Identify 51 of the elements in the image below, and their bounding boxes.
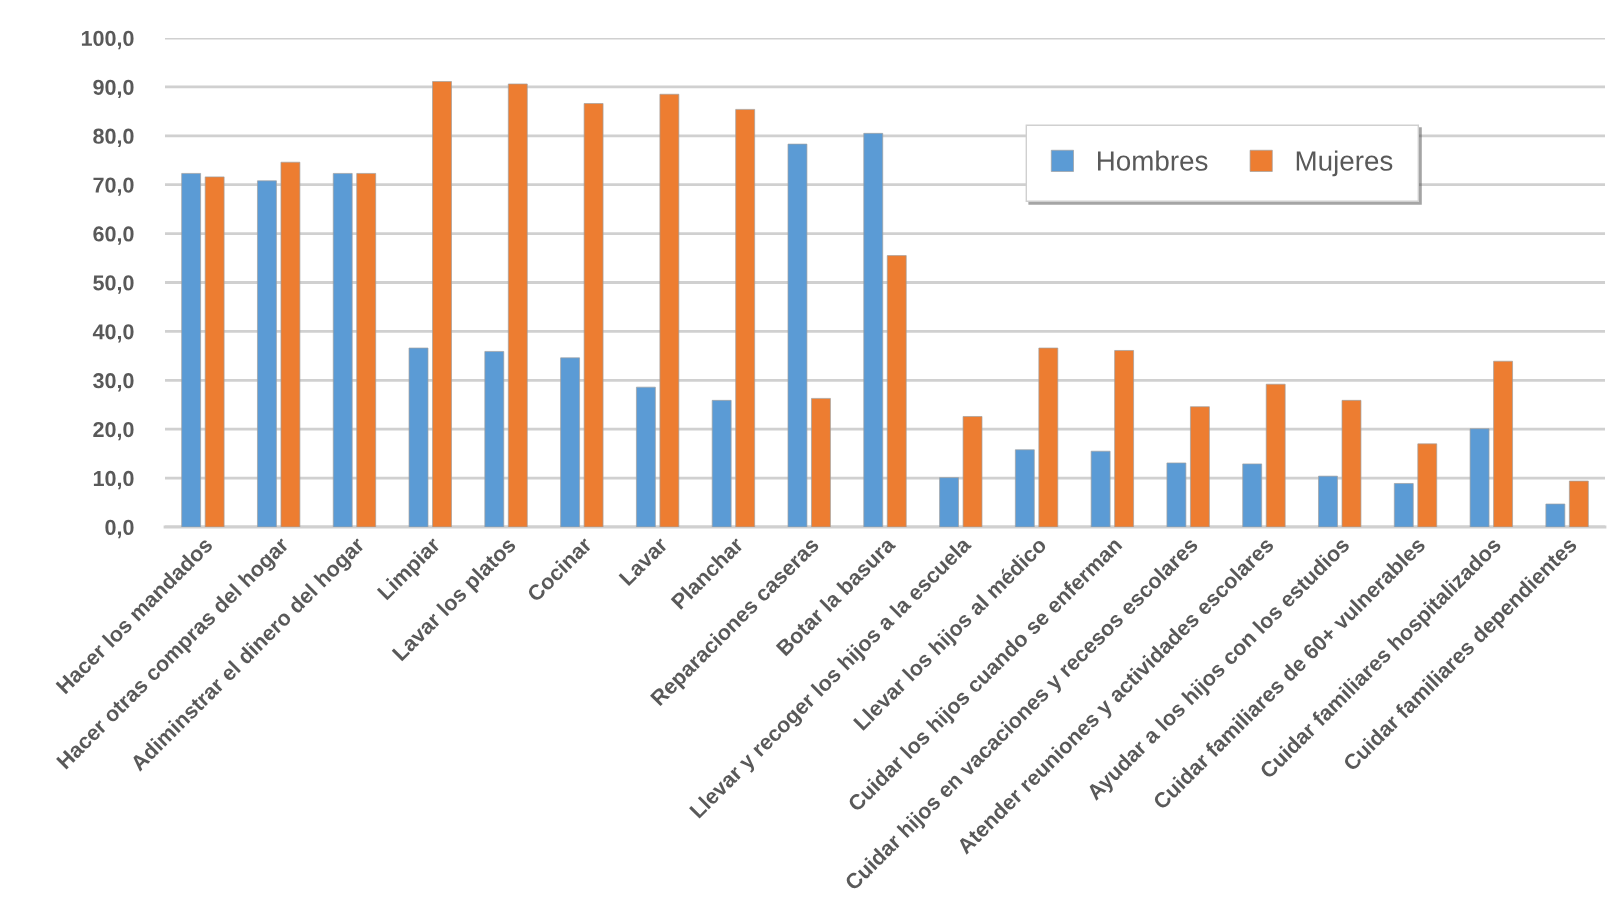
y-tick-label: 70,0 (93, 177, 134, 196)
bar (1038, 347, 1059, 527)
legend-label: Mujeres (1296, 150, 1393, 177)
bar (1114, 350, 1134, 527)
bar (560, 357, 580, 527)
bar (1569, 480, 1589, 527)
bar (939, 477, 959, 527)
y-tick-label: 100,0 (81, 30, 134, 50)
bar (204, 176, 225, 527)
bar (484, 351, 505, 527)
y-tick-label: 20,0 (93, 421, 134, 441)
bar (356, 173, 377, 527)
y-tick-label: 80,0 (93, 128, 134, 147)
bar (1545, 503, 1566, 527)
bar (257, 180, 277, 527)
bar (280, 161, 301, 527)
bar (1393, 483, 1414, 527)
y-tick-label: 60,0 (93, 226, 134, 245)
y-tick-label: 50,0 (93, 275, 134, 294)
legend-label: Hombres (1098, 150, 1208, 171)
bar (507, 83, 528, 527)
bar (1417, 443, 1438, 527)
bar (659, 93, 680, 527)
y-tick-label: 40,0 (92, 324, 134, 343)
bar (1015, 449, 1035, 527)
y-tick-label: 10,0 (93, 470, 134, 490)
bar (1469, 428, 1490, 527)
y-tick-label: 30,0 (93, 373, 134, 392)
bar (432, 81, 452, 527)
bar (962, 416, 983, 527)
bar (1318, 475, 1338, 527)
bar (735, 109, 755, 527)
y-tick-label: 90,0 (93, 79, 134, 99)
bar (583, 103, 604, 527)
bar (1242, 463, 1263, 527)
bar (408, 347, 429, 527)
bar (1090, 450, 1111, 527)
bar (787, 143, 808, 527)
bar (1493, 360, 1513, 527)
bar (636, 386, 656, 527)
bar (863, 133, 884, 527)
bar (181, 173, 201, 527)
y-tick-label: 0,0 (105, 519, 134, 539)
bar (886, 255, 907, 527)
bar (1166, 462, 1187, 527)
bar (1341, 400, 1362, 527)
bar (1265, 383, 1286, 527)
bar (332, 173, 353, 527)
bar (711, 400, 732, 527)
bar (1190, 406, 1210, 527)
bar (811, 398, 831, 527)
